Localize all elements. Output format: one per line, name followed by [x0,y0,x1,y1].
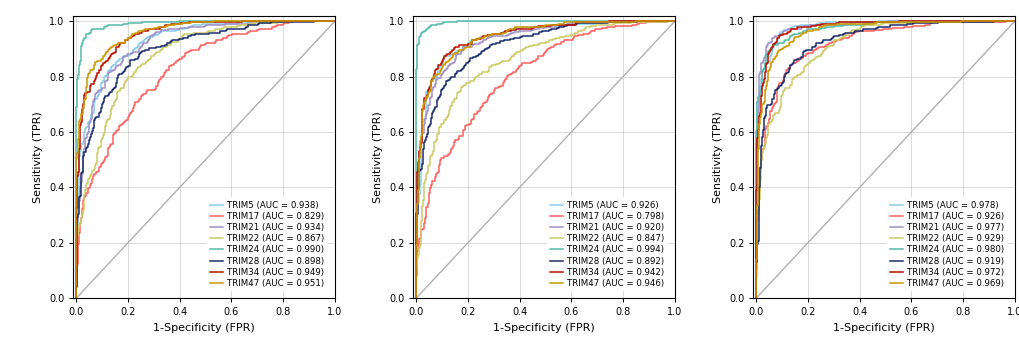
Text: B: B [371,0,385,4]
Y-axis label: Sensitivity (TPR): Sensitivity (TPR) [712,111,722,203]
X-axis label: 1-Specificity (FPR): 1-Specificity (FPR) [153,323,255,333]
Legend: TRIM5 (AUC = 0.926), TRIM17 (AUC = 0.798), TRIM21 (AUC = 0.920), TRIM22 (AUC = 0: TRIM5 (AUC = 0.926), TRIM17 (AUC = 0.798… [546,197,667,291]
X-axis label: 1-Specificity (FPR): 1-Specificity (FPR) [493,323,594,333]
Y-axis label: Sensitivity (TPR): Sensitivity (TPR) [34,111,44,203]
Y-axis label: Sensitivity (TPR): Sensitivity (TPR) [373,111,383,203]
Text: A: A [32,0,46,4]
X-axis label: 1-Specificity (FPR): 1-Specificity (FPR) [833,323,934,333]
Legend: TRIM5 (AUC = 0.978), TRIM17 (AUC = 0.926), TRIM21 (AUC = 0.977), TRIM22 (AUC = 0: TRIM5 (AUC = 0.978), TRIM17 (AUC = 0.926… [886,197,1007,291]
Legend: TRIM5 (AUC = 0.938), TRIM17 (AUC = 0.829), TRIM21 (AUC = 0.934), TRIM22 (AUC = 0: TRIM5 (AUC = 0.938), TRIM17 (AUC = 0.829… [207,197,328,291]
Text: C: C [711,0,725,4]
